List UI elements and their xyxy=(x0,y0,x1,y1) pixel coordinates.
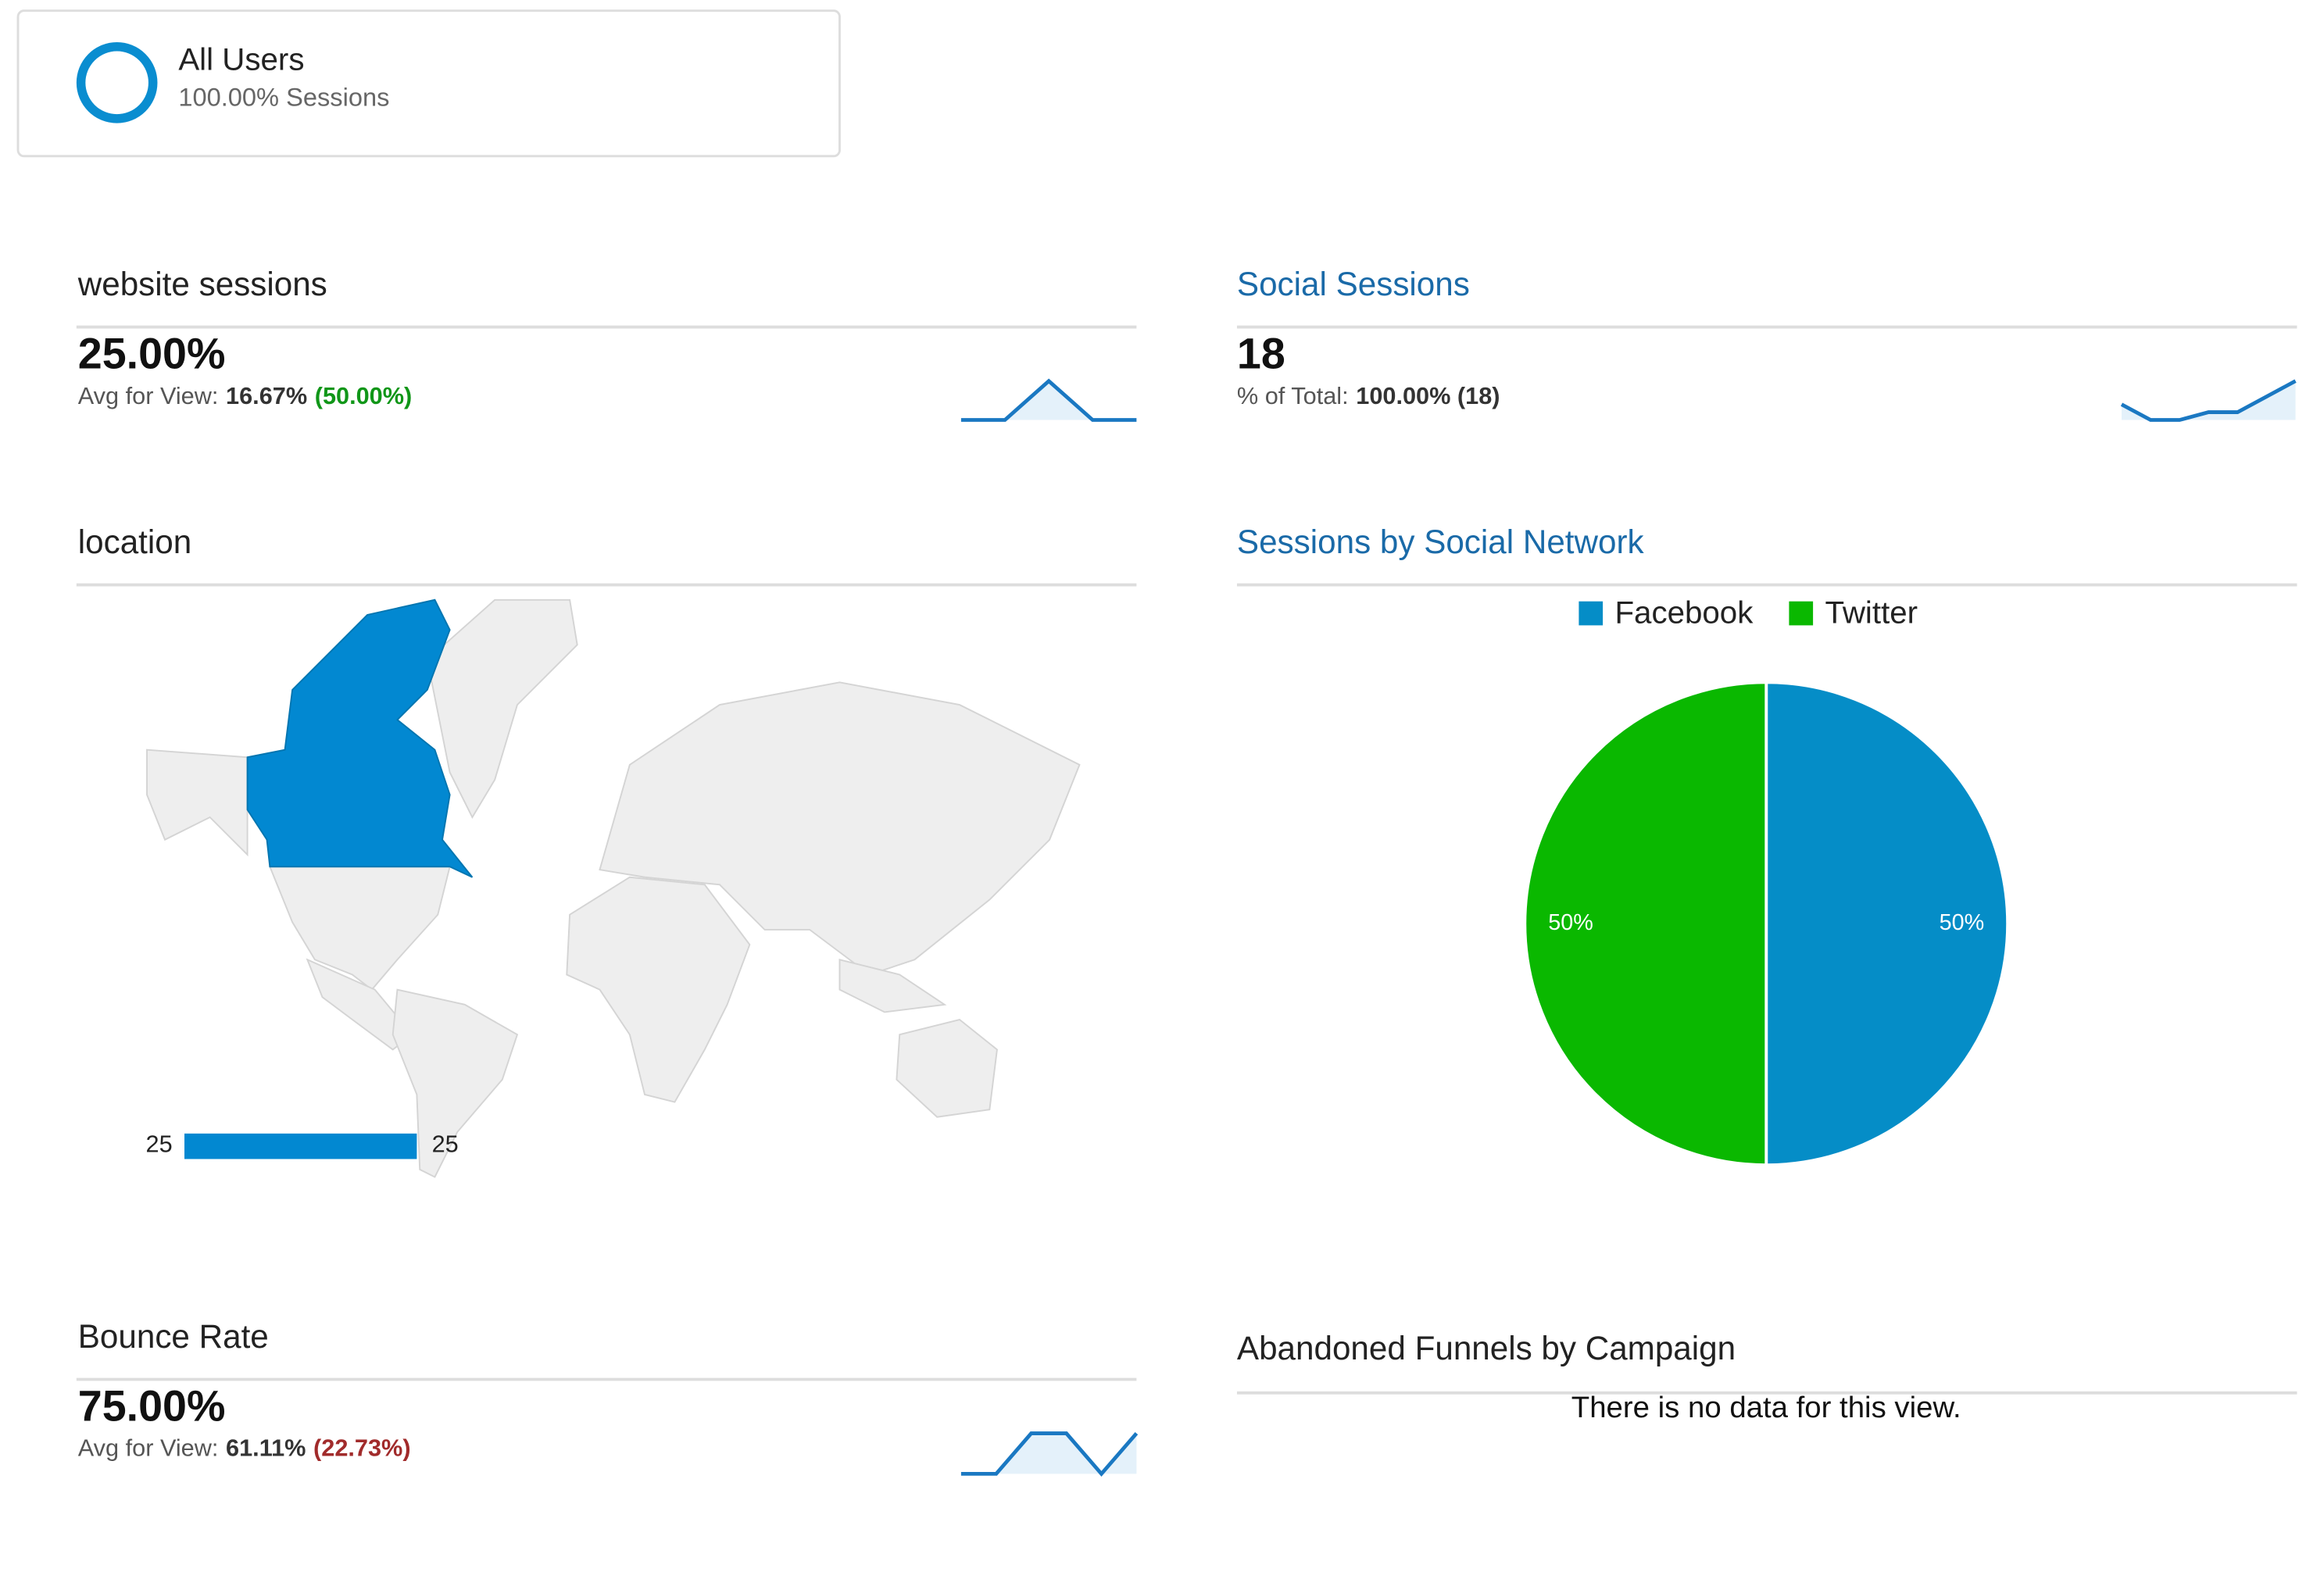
sparkline xyxy=(960,1431,1139,1477)
legend-swatch xyxy=(1789,601,1814,626)
sparkline-area xyxy=(2121,380,2296,420)
comparison-label: % of Total: xyxy=(1237,382,1349,409)
australia xyxy=(896,1018,998,1118)
comparison-change: (50.00%) xyxy=(315,382,413,409)
widget-title: Abandoned Funnels by Campaign xyxy=(1237,1330,1736,1366)
widget-title: website sessions xyxy=(77,266,327,302)
scale-max-label: 25 xyxy=(432,1130,459,1157)
legend-swatch xyxy=(1579,601,1604,626)
legend-label: Twitter xyxy=(1825,595,1918,631)
segment-icon xyxy=(76,42,158,123)
empty-message: There is no data for this view. xyxy=(1571,1391,1961,1424)
comparison-value: 61.11% xyxy=(226,1434,306,1462)
color-scale xyxy=(184,1133,417,1159)
usa xyxy=(268,866,451,991)
comparison-change: (22.73%) xyxy=(313,1434,411,1462)
south-america xyxy=(392,988,519,1178)
world-map xyxy=(146,598,1081,1178)
comparison-value: 100.00% (18) xyxy=(1356,382,1500,409)
segment-card[interactable] xyxy=(16,9,841,158)
scale-min-label: 25 xyxy=(146,1130,173,1157)
widget-title[interactable]: Social Sessions xyxy=(1237,266,1470,302)
legend-label: Facebook xyxy=(1614,595,1754,631)
segment-name: All Users xyxy=(178,42,304,77)
widget-title[interactable]: Sessions by Social Network xyxy=(1237,523,1645,560)
comparison: Avg for View: 61.11% (22.73%) xyxy=(78,1434,411,1462)
metric-value: 18 xyxy=(1237,330,1285,378)
widget-title: Bounce Rate xyxy=(78,1318,269,1355)
metric-value: 25.00% xyxy=(78,330,226,378)
central-america xyxy=(306,958,414,1051)
comparison: % of Total: 100.00% (18) xyxy=(1237,382,1500,409)
comparison-label: Avg for View: xyxy=(78,1434,219,1462)
sparkline xyxy=(2120,379,2297,422)
canada-region xyxy=(246,598,474,878)
metric-value: 75.00% xyxy=(78,1382,226,1431)
alaska xyxy=(146,748,248,857)
pie-slice xyxy=(1523,681,1768,1167)
islands xyxy=(838,959,947,1013)
comparison-value: 16.67% xyxy=(226,382,307,409)
slice-label: 50% xyxy=(1940,910,1985,935)
greenland xyxy=(426,598,578,819)
sparkline-area xyxy=(960,1433,1137,1474)
segment-detail: 100.00% Sessions xyxy=(178,83,389,112)
comparison: Avg for View: 16.67% (50.00%) xyxy=(78,382,412,409)
africa xyxy=(566,876,751,1103)
pie-slice xyxy=(1764,681,2009,1167)
sparkline-area xyxy=(960,380,1137,420)
comparison-label: Avg for View: xyxy=(78,382,219,409)
eurasia xyxy=(599,681,1081,976)
slice-label: 50% xyxy=(1548,910,1593,935)
sparkline xyxy=(960,378,1137,422)
widget-title: location xyxy=(78,523,191,560)
